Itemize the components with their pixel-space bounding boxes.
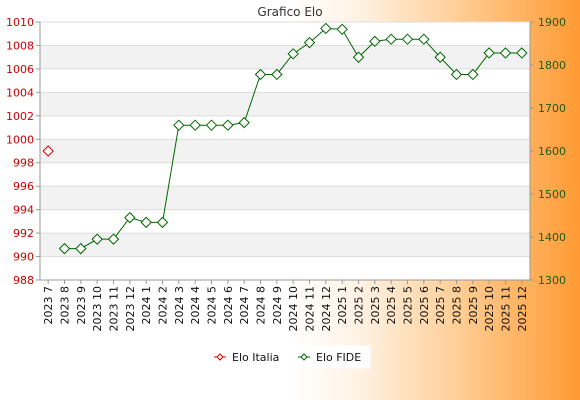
- x-axis-tick-label: 2025 12: [516, 286, 529, 332]
- x-axis-tick-label: 2025 5: [402, 286, 415, 325]
- x-axis-tick-label: 2025 1: [336, 286, 349, 325]
- x-axis-tick-label: 2025 8: [451, 286, 464, 325]
- x-axis-tick-label: 2024 6: [222, 286, 235, 325]
- right-axis-tick-label: 1600: [538, 145, 566, 158]
- data-point-elo-fide: [434, 51, 446, 63]
- data-point-elo-fide: [271, 68, 283, 81]
- left-axis-tick-label: 998: [13, 157, 34, 170]
- left-axis-tick-label: 990: [13, 251, 34, 264]
- x-axis-tick-label: 2023 8: [59, 286, 72, 325]
- right-axis-tick-label: 1900: [538, 16, 566, 29]
- x-axis-tick-label: 2025 2: [353, 286, 366, 325]
- x-axis-tick-label: 2025 4: [385, 286, 398, 325]
- x-axis-tick-label: 2024 11: [304, 286, 317, 332]
- grid-band: [40, 139, 530, 163]
- data-point-elo-fide: [352, 51, 365, 63]
- data-point-elo-fide: [369, 35, 381, 48]
- x-axis-tick-label: 2025 6: [418, 286, 431, 325]
- right-axis-tick-label: 1500: [538, 188, 566, 201]
- data-point-elo-fide: [385, 33, 397, 45]
- data-point-elo-fide: [254, 68, 267, 81]
- grid-band: [40, 92, 530, 116]
- data-point-elo-fide: [189, 119, 201, 131]
- legend-elo-italia-label: Elo Italia: [232, 351, 279, 364]
- x-axis-tick-label: 2024 7: [238, 286, 251, 325]
- left-axis-tick-label: 992: [13, 227, 34, 240]
- data-point-elo-fide: [205, 119, 218, 131]
- legend-elo-fide-label: Elo FIDE: [316, 351, 361, 364]
- legend-box: [209, 345, 371, 369]
- data-point-elo-fide: [303, 36, 316, 49]
- x-axis-tick-label: 2024 4: [189, 286, 202, 325]
- x-axis-tick-label: 2024 2: [157, 286, 170, 325]
- data-point-elo-fide: [156, 216, 169, 229]
- data-point-elo-fide: [401, 33, 414, 45]
- data-point-elo-fide: [450, 68, 463, 81]
- left-axis-tick-label: 988: [13, 274, 34, 287]
- data-point-elo-fide: [222, 119, 234, 131]
- data-point-elo-fide: [238, 116, 250, 129]
- data-point-elo-fide: [75, 242, 87, 255]
- data-point-elo-fide: [320, 22, 332, 35]
- data-point-elo-fide: [124, 211, 136, 224]
- x-axis-tick-label: 2024 12: [320, 286, 333, 332]
- data-point-elo-fide: [91, 233, 103, 245]
- left-axis-tick-label: 1010: [6, 16, 34, 29]
- data-point-elo-fide: [173, 119, 185, 131]
- data-point-elo-fide: [336, 23, 348, 36]
- x-axis-tick-label: 2023 11: [108, 286, 121, 332]
- left-axis-tick-label: 996: [13, 180, 34, 193]
- left-axis-tick-label: 994: [13, 204, 34, 217]
- right-axis-tick-label: 1300: [538, 274, 566, 287]
- chart-title: Grafico Elo: [257, 5, 322, 19]
- x-axis-tick-label: 2025 11: [500, 286, 513, 332]
- x-axis-tick-label: 2024 5: [206, 286, 219, 325]
- data-point-elo-fide: [418, 33, 430, 45]
- data-point-elo-fide: [140, 216, 152, 229]
- x-axis-tick-label: 2025 3: [369, 286, 382, 325]
- data-point-elo-fide: [499, 47, 512, 59]
- legend-elo-fide-swatch-marker: [300, 353, 308, 361]
- data-point-elo-italia: [42, 145, 54, 157]
- x-axis-tick-label: 2025 7: [434, 286, 447, 325]
- right-axis-tick-label: 1700: [538, 102, 566, 115]
- x-axis-tick-label: 2023 7: [42, 286, 55, 325]
- right-axis-tick-label: 1400: [538, 231, 566, 244]
- x-axis-tick-label: 2025 10: [483, 286, 496, 332]
- data-point-elo-fide: [58, 242, 71, 255]
- legend-elo-italia-swatch-marker: [216, 353, 224, 361]
- x-axis-tick-label: 2024 8: [255, 286, 268, 325]
- grid-band: [40, 233, 530, 257]
- grid-band: [40, 45, 530, 69]
- x-axis-tick-label: 2024 10: [287, 286, 300, 332]
- left-axis-tick-label: 1000: [6, 133, 34, 146]
- data-point-elo-fide: [287, 48, 299, 60]
- left-axis-tick-label: 1006: [6, 63, 34, 76]
- left-axis-tick-label: 1002: [6, 110, 34, 123]
- left-axis-tick-label: 1008: [6, 39, 34, 52]
- x-axis-tick-label: 2023 12: [124, 286, 137, 332]
- right-axis-tick-label: 1800: [538, 59, 566, 72]
- x-axis-tick-label: 2024 1: [140, 286, 153, 325]
- data-point-elo-fide: [516, 47, 528, 59]
- x-axis-tick-label: 2023 10: [91, 286, 104, 332]
- data-point-elo-fide: [467, 68, 479, 81]
- left-axis-tick-label: 1004: [6, 86, 34, 99]
- data-point-elo-fide: [483, 47, 495, 59]
- x-axis-tick-label: 2023 9: [75, 286, 88, 325]
- x-axis-tick-label: 2025 9: [467, 286, 480, 325]
- x-axis-tick-label: 2024 3: [173, 286, 186, 325]
- data-point-elo-fide: [107, 233, 120, 245]
- x-axis-tick-label: 2024 9: [271, 286, 284, 325]
- grid-band: [40, 186, 530, 210]
